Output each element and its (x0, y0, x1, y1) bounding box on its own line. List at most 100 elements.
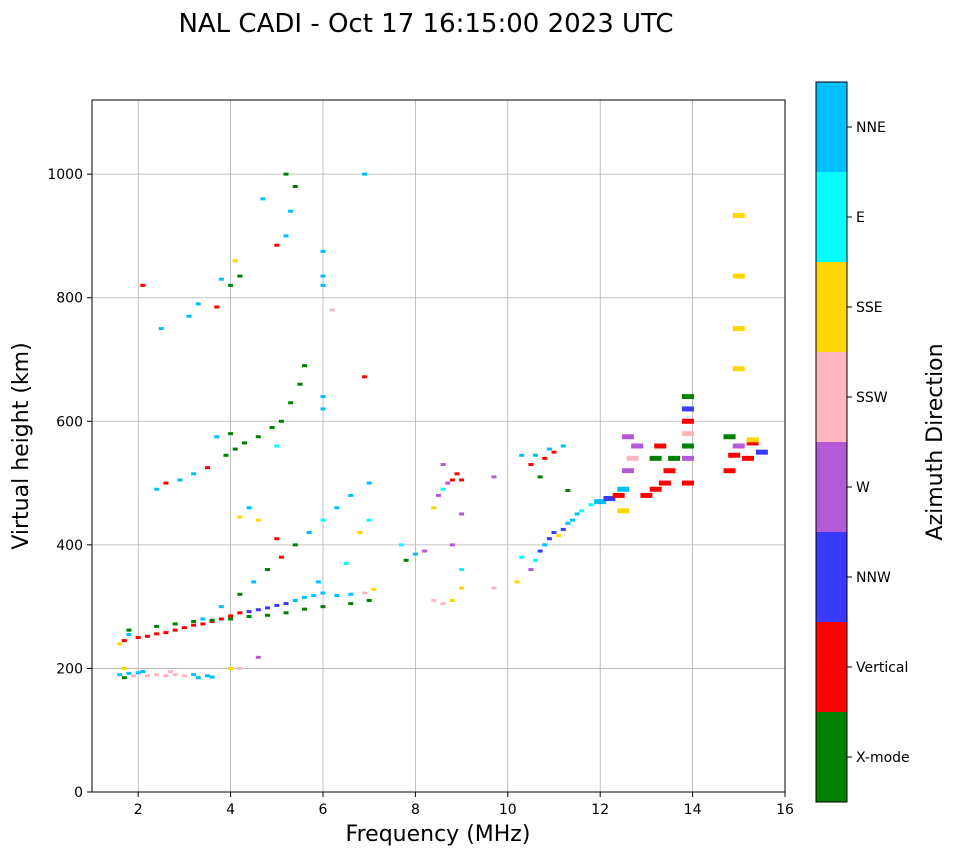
echo-point (459, 568, 465, 572)
echo-point (723, 468, 736, 474)
echo-point (246, 506, 252, 510)
echo-point (191, 623, 197, 627)
echo-point (237, 666, 243, 670)
echo-point (631, 443, 644, 449)
echo-point (163, 674, 169, 678)
echo-point (459, 478, 465, 482)
echo-point (191, 619, 197, 623)
echo-point (681, 443, 694, 449)
echo-point (732, 326, 745, 332)
echo-point (200, 622, 206, 626)
echo-point (205, 674, 210, 678)
echo-point (412, 552, 418, 556)
echo-point (315, 580, 321, 584)
echo-point (292, 543, 298, 547)
echo-point (491, 475, 497, 479)
echo-point (617, 486, 630, 492)
echo-point (228, 614, 234, 618)
echo-point (320, 283, 326, 287)
echo-point (746, 437, 759, 443)
echo-point (362, 375, 368, 379)
echo-point (302, 364, 308, 368)
echo-point (255, 608, 261, 612)
echo-point (459, 512, 465, 516)
echo-point (320, 605, 326, 609)
colorbar-segment (816, 622, 847, 712)
echo-point (519, 555, 525, 559)
echo-point (283, 602, 289, 606)
chart-title: NAL CADI - Oct 17 16:15:00 2023 UTC (178, 9, 673, 39)
colorbar-segment (816, 532, 847, 622)
echo-point (579, 509, 585, 513)
colorbar-label: SSE (856, 300, 883, 316)
echo-point (334, 594, 340, 598)
echo-point (265, 606, 271, 610)
echo-point (681, 406, 694, 412)
echo-point (565, 521, 571, 525)
echo-point (551, 531, 557, 534)
echo-point (431, 598, 437, 602)
echo-point (681, 418, 694, 424)
colorbar: X-mode Vertical NNW W SSW SSE E NNE (815, 81, 910, 803)
echo-point (732, 213, 745, 219)
echo-point (560, 444, 566, 448)
echo-point (742, 455, 755, 461)
echo-point (191, 472, 197, 476)
echo-point (755, 449, 768, 455)
echo-point (366, 518, 372, 522)
echo-point (274, 537, 280, 541)
echo-point (214, 435, 220, 439)
colorbar-label: NNW (856, 570, 891, 586)
echo-point (278, 555, 284, 559)
echo-point (158, 327, 164, 331)
echo-point (218, 277, 224, 281)
echo-point (621, 468, 634, 474)
echo-point (260, 197, 266, 201)
echo-point (320, 395, 326, 399)
colorbar-title: Azimuth Direction (923, 343, 948, 540)
y-tick-label: 1000 (47, 167, 83, 183)
y-tick-label: 0 (74, 785, 83, 801)
echo-point (454, 472, 460, 476)
echo-point (449, 598, 455, 602)
x-axis: 2 4 6 8 10 12 14 16 (134, 792, 794, 818)
echo-point (181, 674, 187, 678)
echo-point (218, 605, 224, 609)
echo-point (181, 626, 187, 630)
colorbar-segment (816, 82, 847, 172)
echo-point (431, 506, 437, 510)
y-axis-title: Virtual height (km) (9, 342, 34, 549)
echo-point (228, 666, 234, 670)
echo-point (311, 594, 317, 598)
echo-point (329, 308, 335, 312)
plot-grid (92, 100, 786, 793)
echo-point (237, 611, 243, 615)
echo-point (528, 463, 534, 467)
echo-point (626, 455, 639, 461)
echo-point (237, 274, 243, 278)
echo-point (205, 466, 210, 470)
echo-point (612, 492, 625, 498)
echo-point (117, 642, 123, 646)
echo-point (371, 587, 377, 591)
echo-point (168, 670, 174, 674)
y-axis: 0 200 400 600 800 1000 (47, 167, 92, 801)
echo-point (246, 615, 252, 619)
y-tick-label: 800 (56, 291, 83, 307)
y-tick-label: 400 (56, 538, 83, 554)
colorbar-frame (815, 81, 848, 803)
echo-point (556, 534, 562, 538)
plot-frame (91, 99, 786, 793)
echo-point (617, 508, 630, 514)
echo-point (560, 527, 566, 531)
echo-point (154, 487, 160, 491)
echo-point (302, 595, 308, 599)
colorbar-segment (816, 712, 847, 802)
x-tick-label: 12 (591, 802, 609, 818)
echo-point (621, 434, 634, 440)
echo-point (288, 401, 294, 405)
echo-point (588, 503, 594, 507)
echo-point (366, 481, 372, 485)
echo-point (399, 543, 405, 547)
echo-point (449, 543, 455, 547)
